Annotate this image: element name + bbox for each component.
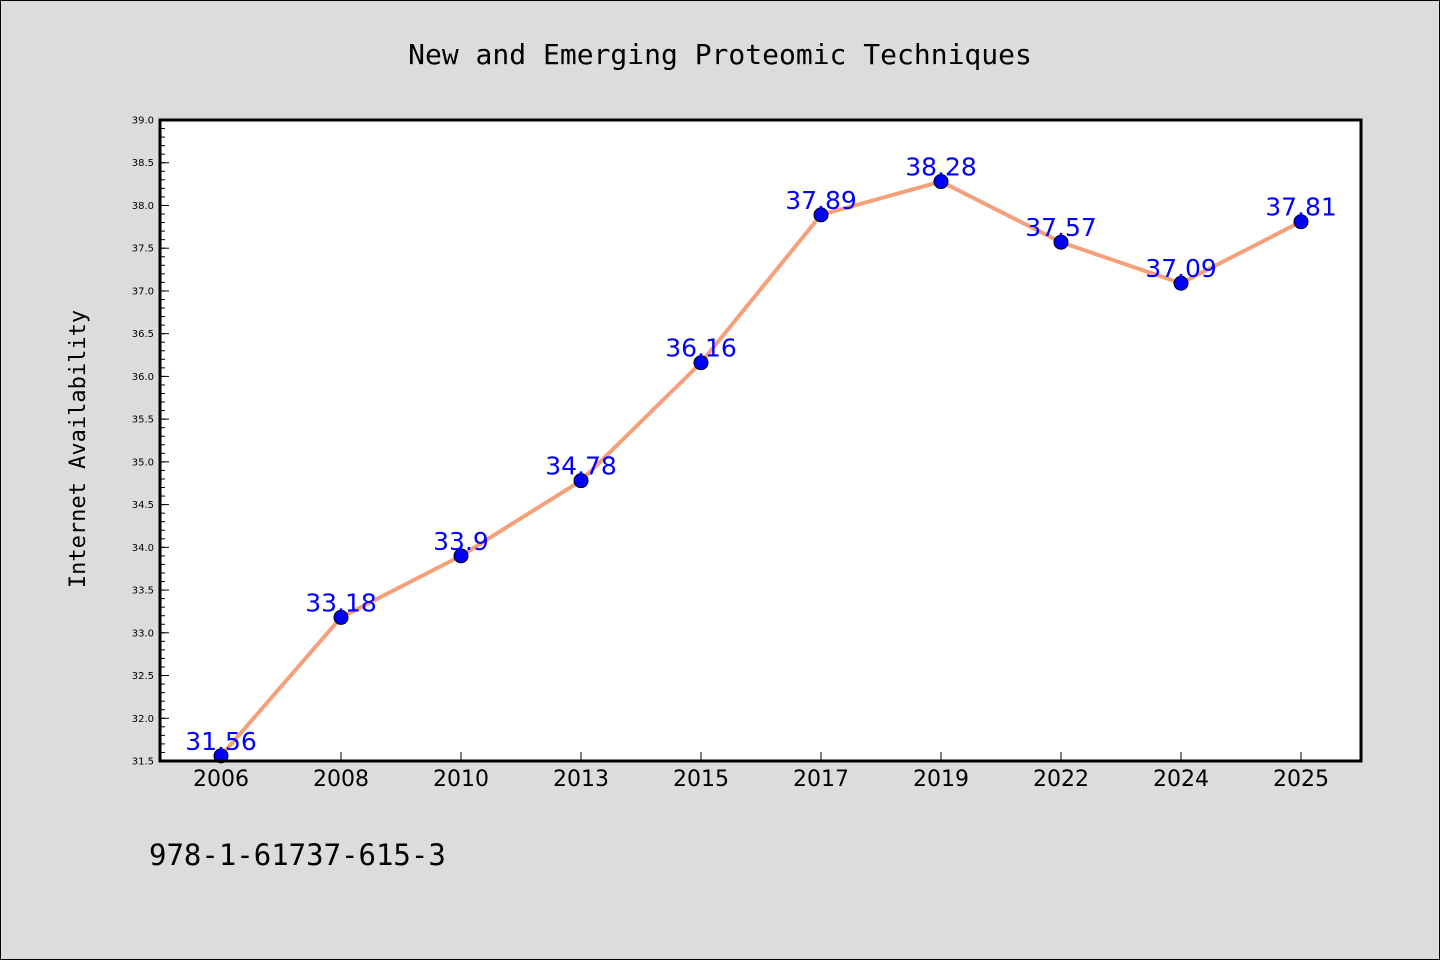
x-tick-label: 2015 bbox=[673, 767, 729, 792]
data-label: 31.56 bbox=[185, 727, 257, 756]
y-tick-label: 38.5 bbox=[132, 158, 154, 169]
y-tick-label: 32.0 bbox=[132, 714, 154, 725]
y-tick-label: 34.0 bbox=[132, 543, 154, 554]
data-labels: 31.56 33.18 33.9 34.78 36.16 37.89 38.28 37.57 3… bbox=[185, 153, 1337, 756]
plot-area bbox=[160, 120, 1361, 761]
x-tick-label: 2017 bbox=[793, 767, 849, 792]
chart-title: New and Emerging Proteomic Techniques bbox=[408, 38, 1032, 71]
data-point-marker bbox=[813, 207, 829, 223]
y-tick-label: 39.0 bbox=[132, 116, 154, 127]
x-tick-label: 2008 bbox=[313, 767, 369, 792]
x-tick-label: 2022 bbox=[1033, 767, 1089, 792]
data-label: 37.09 bbox=[1145, 254, 1217, 283]
data-point-marker bbox=[453, 548, 469, 564]
data-markers bbox=[213, 174, 1309, 764]
y-tick-label: 34.5 bbox=[132, 500, 154, 511]
data-label: 33.18 bbox=[305, 588, 377, 617]
x-tick-label: 2013 bbox=[553, 767, 609, 792]
data-label: 36.16 bbox=[665, 334, 737, 363]
footer-isbn: 978-1-61737-615-3 bbox=[149, 838, 446, 872]
data-label: 37.81 bbox=[1265, 193, 1337, 222]
y-tick-label: 31.5 bbox=[132, 757, 154, 768]
series-line-layer bbox=[219, 179, 1303, 758]
y-tick-label: 37.0 bbox=[132, 286, 154, 297]
axis-ticks: 31.5 32.0 32.5 33.0 33.5 34.0 34.5 35.0 35.5 36.0… bbox=[132, 116, 1329, 793]
data-point-marker bbox=[573, 473, 589, 489]
data-point-marker bbox=[933, 174, 949, 190]
data-label: 37.57 bbox=[1025, 213, 1097, 242]
y-tick-label: 33.0 bbox=[132, 628, 154, 639]
y-tick-label: 36.5 bbox=[132, 329, 154, 340]
data-label: 33.9 bbox=[433, 527, 489, 556]
data-point-marker bbox=[213, 748, 229, 764]
data-point-marker bbox=[1173, 275, 1189, 291]
y-tick-label: 32.5 bbox=[132, 671, 154, 682]
y-tick-label: 36.0 bbox=[132, 372, 154, 383]
data-point-marker bbox=[1053, 234, 1069, 250]
y-tick-label: 37.5 bbox=[132, 244, 154, 255]
y-tick-label: 33.5 bbox=[132, 586, 154, 597]
data-point-marker bbox=[693, 355, 709, 371]
x-tick-label: 2019 bbox=[913, 767, 969, 792]
data-label: 38.28 bbox=[905, 153, 977, 182]
x-tick-label: 2025 bbox=[1273, 767, 1329, 792]
series-line bbox=[219, 179, 1303, 758]
plot-border bbox=[158, 118, 1363, 763]
x-tick-label: 2006 bbox=[193, 767, 249, 792]
data-label: 34.78 bbox=[545, 452, 617, 481]
data-point-marker bbox=[1293, 214, 1309, 230]
x-tick-label: 2010 bbox=[433, 767, 489, 792]
x-tick-label: 2024 bbox=[1153, 767, 1209, 792]
y-tick-label: 35.0 bbox=[132, 457, 154, 468]
y-axis-label: Internet Availability bbox=[66, 310, 91, 588]
y-tick-label: 35.5 bbox=[132, 415, 154, 426]
y-tick-label: 38.0 bbox=[132, 201, 154, 212]
data-label: 37.89 bbox=[785, 186, 857, 215]
data-point-marker bbox=[333, 609, 349, 625]
